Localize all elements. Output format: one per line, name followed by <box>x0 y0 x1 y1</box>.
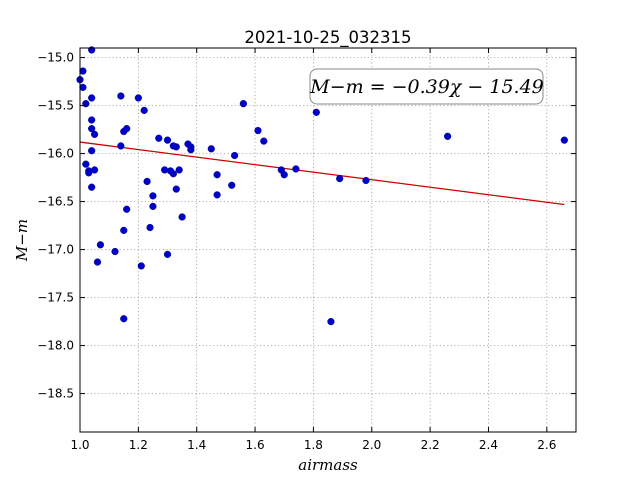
x-tick-label: 1.4 <box>187 438 206 452</box>
data-point <box>362 176 370 185</box>
data-point <box>88 94 96 102</box>
data-point <box>292 165 300 173</box>
y-tick-label: −18.0 <box>37 339 74 353</box>
data-point <box>280 171 288 179</box>
data-point <box>111 247 119 256</box>
data-point <box>312 108 320 116</box>
x-axis-label: airmass <box>298 456 358 474</box>
y-tick-label: −16.0 <box>37 147 74 161</box>
y-tick-label: −17.0 <box>37 243 74 257</box>
data-point <box>90 166 99 174</box>
data-point <box>213 191 221 199</box>
data-point <box>187 146 195 154</box>
data-point <box>120 315 128 323</box>
data-point <box>96 241 105 249</box>
data-points <box>76 46 568 326</box>
x-tick-label: 1.2 <box>129 438 148 452</box>
data-point <box>444 132 452 140</box>
y-tick-label: −15.5 <box>37 99 74 113</box>
data-point <box>163 136 172 144</box>
x-tick-label: 2.6 <box>537 438 556 452</box>
equation-box: M−m = −0.39χ − 15.49 <box>309 68 544 105</box>
data-point <box>90 130 99 139</box>
data-point <box>143 177 151 186</box>
plot-area <box>80 48 576 432</box>
data-point <box>178 213 186 221</box>
equation-text: M−m = −0.39χ − 15.49 <box>309 76 544 98</box>
x-tick-label: 1.6 <box>246 438 265 452</box>
data-point <box>123 205 131 213</box>
data-point <box>137 262 145 270</box>
data-point <box>336 174 344 183</box>
data-point <box>163 250 172 259</box>
data-point <box>228 181 236 189</box>
x-tick-label: 2.2 <box>421 438 440 452</box>
data-point <box>134 94 142 102</box>
data-point <box>82 160 90 168</box>
axis-ticks: 1.0 1.2 1.4 1.6 1.8 2.0 2.2 2.4 2.6 −15.0 −15.5 −16… <box>37 48 576 452</box>
x-tick-label: 2.4 <box>479 438 498 452</box>
data-point <box>88 125 96 133</box>
x-tick-label: 2.0 <box>362 438 381 452</box>
y-axis-label: M−m <box>13 219 31 262</box>
data-point <box>260 137 268 145</box>
data-point <box>155 134 163 142</box>
y-tick-label: −16.5 <box>37 195 74 209</box>
data-point <box>123 125 131 133</box>
x-tick-label: 1.8 <box>304 438 323 452</box>
data-point <box>120 226 128 235</box>
data-point <box>117 92 125 100</box>
y-tick-label: −17.5 <box>37 291 74 305</box>
data-point <box>149 192 157 200</box>
data-point <box>166 167 175 175</box>
data-point <box>231 151 239 160</box>
data-point <box>79 67 87 75</box>
data-point <box>213 171 221 179</box>
plot-frame <box>79 47 577 433</box>
data-point <box>207 145 215 153</box>
data-point <box>93 258 102 266</box>
data-point <box>172 185 180 193</box>
data-point <box>254 126 262 135</box>
data-point <box>560 136 568 144</box>
data-point <box>88 116 96 124</box>
data-point <box>85 169 93 177</box>
data-point <box>146 223 154 232</box>
data-point <box>117 142 125 150</box>
data-point <box>175 166 183 174</box>
equation-box-frame <box>309 68 544 105</box>
y-tick-label: −15.0 <box>37 51 74 65</box>
fit-line-group <box>79 141 565 206</box>
data-point <box>169 142 177 150</box>
data-point <box>149 202 157 211</box>
fit-line <box>79 141 565 206</box>
data-point <box>88 147 96 155</box>
x-tick-label: 1.0 <box>70 438 89 452</box>
data-point <box>239 100 247 108</box>
chart-title: 2021-10-25_032315 <box>244 28 411 48</box>
data-point <box>79 83 87 91</box>
y-tick-label: −18.5 <box>37 387 74 401</box>
data-point <box>327 318 335 326</box>
data-point <box>88 183 96 191</box>
data-point <box>140 106 148 115</box>
